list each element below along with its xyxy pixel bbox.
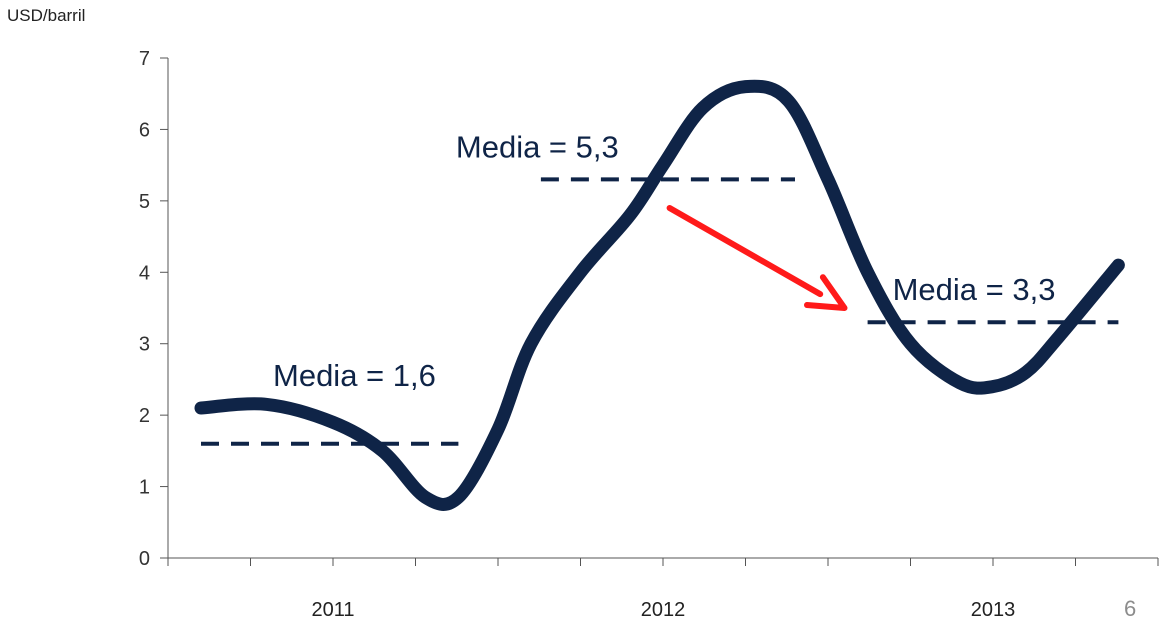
series-line: [194, 79, 1125, 511]
y-tick-label: 0: [139, 548, 150, 570]
y-tick-label: 1: [139, 477, 150, 499]
arrow-head: [804, 274, 848, 311]
y-tick-label: 3: [139, 334, 150, 356]
annotation-arrow-layer: [666, 205, 848, 311]
y-tick-label: 4: [139, 262, 150, 284]
x-tick-label: 2012: [641, 599, 686, 621]
axes: 0 1 2 3 4 5 6 7 2011 2012 2013: [139, 48, 1159, 621]
page-number: 6: [1124, 596, 1137, 621]
y-tick-label: 7: [139, 48, 150, 70]
arrow-shaft: [666, 205, 824, 298]
mean-label: Media = 3,3: [893, 272, 1056, 307]
mean-label: Media = 1,6: [273, 358, 436, 393]
y-tick-label: 2: [139, 405, 150, 427]
y-axis-title: USD/barril: [7, 6, 86, 25]
x-tick-label: 2011: [311, 599, 354, 621]
series-layer: [194, 79, 1125, 511]
y-tick-label: 5: [139, 191, 150, 213]
y-tick-label: 6: [139, 119, 150, 141]
mean-lines: Media = 1,6 Media = 5,3 Media = 3,3: [201, 129, 1119, 446]
mean-label: Media = 5,3: [456, 129, 619, 164]
x-tick-label: 2013: [971, 599, 1016, 621]
